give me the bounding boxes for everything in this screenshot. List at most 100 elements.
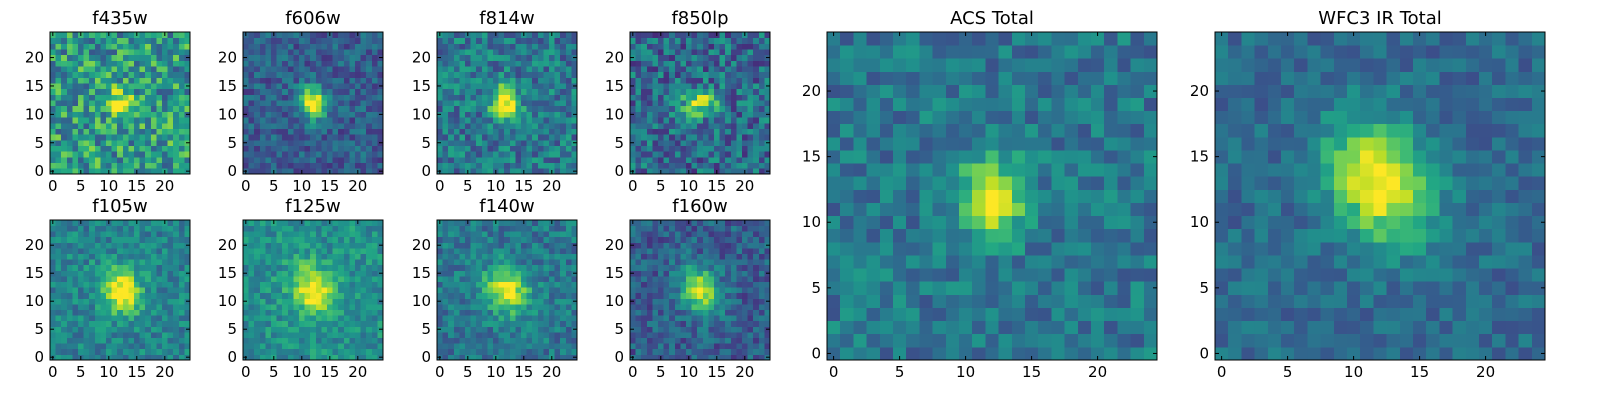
pixel-cell — [663, 270, 670, 277]
pixel-cell — [481, 343, 488, 350]
pixel-cell — [332, 77, 339, 84]
pixel-cell — [355, 60, 361, 67]
pixel-cell — [178, 220, 185, 226]
pixel-cell — [259, 320, 266, 327]
pixel-cell — [254, 220, 261, 226]
pixel-cell — [111, 220, 118, 226]
pixel-cell — [167, 298, 174, 305]
pixel-cell — [83, 276, 90, 282]
pixel-cell — [652, 49, 659, 56]
pixel-cell — [167, 162, 174, 169]
pixel-cell — [708, 32, 715, 39]
pixel-cell — [299, 100, 305, 107]
pixel-cell — [459, 231, 466, 238]
pixel-cell — [470, 292, 477, 299]
pixel-cell — [498, 315, 505, 322]
pixel-cell — [571, 122, 578, 129]
pixel-cell — [254, 151, 261, 158]
pixel-cell — [691, 134, 698, 141]
pixel-cell — [686, 105, 692, 112]
pixel-cell — [442, 134, 449, 141]
pixel-cell — [521, 71, 527, 78]
pixel-cell — [532, 88, 539, 95]
pixel-cell — [691, 343, 698, 350]
pixel-cell — [265, 337, 272, 344]
pixel-cell — [315, 315, 322, 322]
pixel-cell — [725, 122, 732, 129]
pixel-cell — [532, 128, 539, 135]
pixel-cell — [459, 139, 466, 146]
pixel-cell — [128, 348, 135, 355]
pixel-cell — [565, 37, 572, 44]
pixel-cell — [532, 156, 539, 164]
pixel-cell — [321, 71, 328, 78]
pixel-cell — [371, 259, 378, 266]
pixel-cell — [730, 309, 737, 316]
pixel-cell — [128, 304, 135, 310]
pixel-cell — [719, 298, 726, 305]
pixel-cell — [343, 122, 350, 129]
pixel-cell — [122, 54, 129, 61]
pixel-cell — [498, 236, 505, 243]
pixel-cell — [691, 332, 698, 338]
pixel-cell — [145, 270, 152, 277]
pixel-cell — [521, 231, 527, 238]
pixel-cell — [663, 337, 670, 344]
pixel-cell — [366, 259, 373, 266]
pixel-cell — [725, 117, 732, 124]
pixel-cell — [630, 162, 636, 169]
pixel-cell — [476, 298, 483, 305]
pixel-cell — [293, 105, 300, 112]
pixel-cell — [504, 88, 511, 95]
pixel-cell — [72, 298, 79, 305]
pixel-cell — [248, 270, 255, 277]
pixel-cell — [565, 248, 572, 254]
pixel-cell — [78, 270, 84, 277]
pixel-cell — [332, 151, 339, 158]
pixel-cell — [259, 32, 266, 39]
pixel-cell — [111, 43, 118, 50]
pixel-cell — [560, 37, 567, 44]
pixel-cell — [377, 37, 384, 44]
pixel-cell — [248, 32, 255, 39]
pixel-cell — [94, 281, 101, 288]
pixel-cell — [571, 88, 578, 95]
pixel-cell — [742, 281, 748, 288]
pixel-cell — [730, 281, 737, 288]
pixel-cell — [321, 83, 328, 90]
pixel-cell — [355, 315, 361, 322]
pixel-cell — [459, 145, 466, 152]
pixel-cell — [498, 298, 505, 305]
pixel-cell — [753, 117, 760, 124]
pixel-cell — [742, 128, 748, 135]
pixel-cell — [315, 156, 322, 164]
pixel-cell — [139, 253, 146, 260]
pixel-cell — [708, 122, 715, 129]
pixel-cell — [366, 225, 373, 232]
pixel-cell — [753, 83, 760, 90]
pixel-cell — [686, 111, 692, 118]
pixel-cell — [150, 71, 157, 78]
pixel-cell — [448, 348, 455, 355]
pixel-cell — [674, 145, 681, 152]
pixel-cell — [117, 128, 124, 135]
pixel-cell — [571, 71, 578, 78]
pixel-cell — [332, 225, 339, 232]
pixel-cell — [571, 259, 578, 266]
pixel-cell — [652, 292, 659, 299]
pixel-cell — [355, 145, 361, 152]
pixel-cell — [532, 348, 539, 355]
pixel-cell — [89, 66, 96, 73]
pixel-cell — [747, 139, 754, 146]
pixel-cell — [630, 304, 636, 310]
pixel-cell — [442, 37, 449, 44]
pixel-cell — [259, 220, 266, 226]
pixel-cell — [515, 315, 522, 322]
pixel-cell — [55, 281, 62, 288]
pixel-cell — [243, 105, 249, 112]
pixel-cell — [504, 281, 511, 288]
pixel-cell — [360, 71, 367, 78]
pixel-cell — [747, 326, 754, 333]
pixel-cell — [674, 151, 681, 158]
